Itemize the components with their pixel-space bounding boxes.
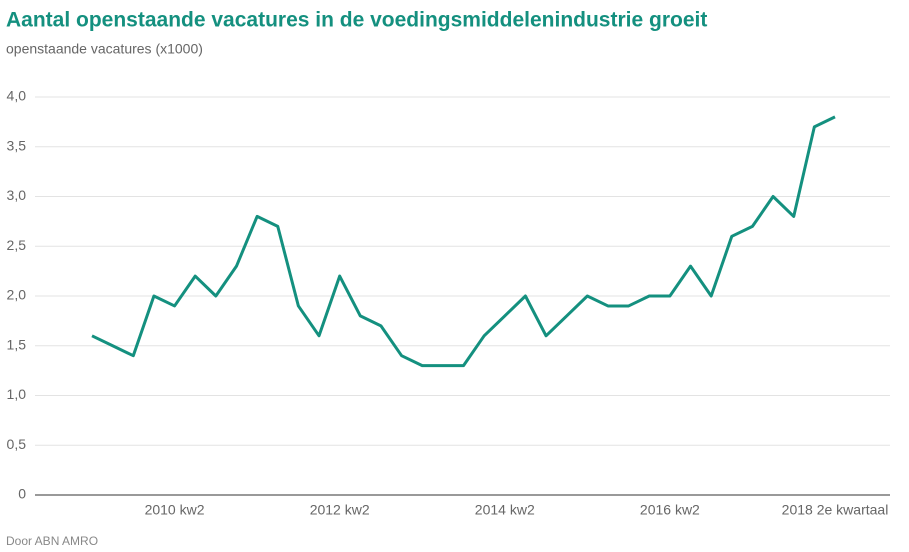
- y-tick-label: 3,0: [7, 187, 27, 203]
- chart-subtitle: openstaande vacatures (x1000): [6, 41, 203, 57]
- x-tick-label: 2014 kw2: [475, 502, 535, 518]
- x-tick-label: 2010 kw2: [145, 502, 205, 518]
- x-tick-label: 2018 2e kwartaal: [782, 502, 889, 518]
- y-tick-label: 0: [18, 486, 26, 502]
- x-tick-label: 2016 kw2: [640, 502, 700, 518]
- chart-title: Aantal openstaande vacatures in de voedi…: [6, 9, 707, 32]
- y-tick-label: 2,5: [7, 237, 27, 253]
- y-tick-label: 2,0: [7, 287, 27, 303]
- y-tick-label: 3,5: [7, 137, 27, 153]
- y-tick-label: 1,5: [7, 336, 27, 352]
- source: Door ABN AMRO: [6, 534, 98, 548]
- y-tick-label: 4,0: [7, 88, 27, 104]
- x-tick-label: 2012 kw2: [310, 502, 370, 518]
- line: [91, 115, 836, 368]
- y-tick-label: 1,0: [7, 386, 27, 402]
- y-tick-label: 0,5: [7, 436, 27, 452]
